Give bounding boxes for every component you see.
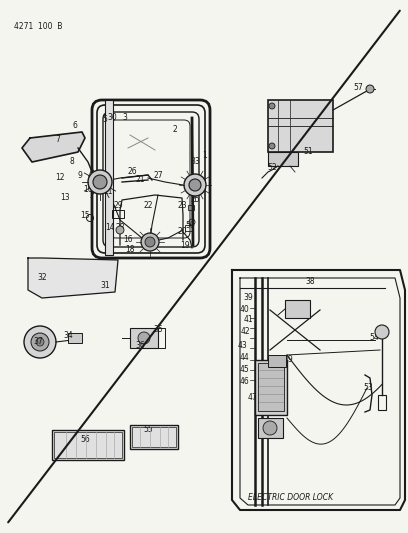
Bar [258, 418, 283, 438]
Text: 27: 27 [153, 171, 163, 180]
Circle shape [141, 233, 159, 251]
Bar [54, 432, 122, 458]
Bar [68, 333, 82, 343]
Text: 47: 47 [247, 393, 257, 402]
Text: 4: 4 [88, 171, 93, 180]
Polygon shape [22, 132, 85, 162]
Circle shape [36, 338, 44, 346]
Text: ELECTRIC DOOR LOCK: ELECTRIC DOOR LOCK [248, 494, 333, 503]
Text: 16: 16 [123, 236, 133, 245]
Text: 11: 11 [103, 188, 113, 197]
Text: 1: 1 [203, 150, 207, 159]
Bar [130, 328, 158, 348]
Text: 2: 2 [173, 125, 177, 134]
Bar [255, 360, 287, 415]
Text: 32: 32 [37, 273, 47, 282]
Text: 29: 29 [113, 200, 123, 209]
Text: 8: 8 [70, 157, 74, 166]
Text: 50: 50 [185, 221, 195, 230]
Text: 19: 19 [180, 240, 190, 249]
Circle shape [263, 421, 277, 435]
Text: 5: 5 [102, 116, 107, 125]
Text: 22: 22 [143, 200, 153, 209]
Text: 24: 24 [195, 185, 205, 195]
Text: 45: 45 [240, 366, 250, 375]
Circle shape [184, 174, 206, 196]
Text: 55: 55 [143, 425, 153, 434]
Bar [188, 205, 194, 210]
Text: 46: 46 [240, 377, 250, 386]
Text: 6: 6 [73, 120, 78, 130]
Bar [268, 355, 286, 367]
Circle shape [375, 325, 389, 339]
Bar [132, 427, 176, 447]
Text: 14: 14 [105, 223, 115, 232]
Text: 43: 43 [237, 341, 247, 350]
Text: 4271  100  B: 4271 100 B [14, 22, 62, 31]
Text: 54: 54 [369, 334, 379, 343]
Polygon shape [28, 258, 118, 298]
Circle shape [24, 326, 56, 358]
Text: 18: 18 [125, 246, 135, 254]
Text: 34: 34 [63, 330, 73, 340]
Text: 12: 12 [55, 174, 65, 182]
Bar [378, 395, 386, 410]
Text: 13: 13 [60, 193, 70, 203]
Text: 51: 51 [303, 148, 313, 157]
Text: 20: 20 [177, 228, 187, 237]
Text: 37: 37 [33, 337, 43, 346]
Text: 26: 26 [127, 167, 137, 176]
Text: 30: 30 [107, 114, 117, 123]
Bar [130, 425, 178, 449]
Text: 36: 36 [135, 341, 145, 350]
Bar [112, 210, 124, 218]
Text: 52: 52 [267, 164, 277, 173]
Circle shape [31, 333, 49, 351]
Bar [52, 430, 124, 460]
Text: 23: 23 [177, 200, 187, 209]
Text: 17: 17 [143, 244, 153, 253]
Text: 28: 28 [115, 223, 125, 232]
Text: 40: 40 [240, 305, 250, 314]
Text: 42: 42 [240, 327, 250, 336]
Text: 56: 56 [80, 435, 90, 445]
Text: 10: 10 [83, 185, 93, 195]
Text: 21: 21 [135, 175, 145, 184]
Text: 3: 3 [122, 114, 127, 123]
Circle shape [93, 175, 107, 189]
Text: 15: 15 [80, 211, 90, 220]
Text: 44: 44 [240, 353, 250, 362]
Circle shape [116, 226, 124, 234]
Bar [268, 152, 298, 166]
Circle shape [189, 179, 201, 191]
Bar [258, 363, 284, 411]
Circle shape [269, 143, 275, 149]
Text: 9: 9 [78, 171, 82, 180]
Circle shape [145, 237, 155, 247]
Bar [285, 300, 310, 318]
Text: 38: 38 [305, 278, 315, 287]
Text: 57: 57 [353, 84, 363, 93]
Bar [105, 100, 113, 255]
Text: 41: 41 [243, 316, 253, 325]
Bar [268, 100, 333, 152]
Text: 33: 33 [190, 157, 200, 166]
Text: 53: 53 [363, 384, 373, 392]
Circle shape [138, 332, 150, 344]
Text: 25: 25 [190, 196, 200, 205]
Text: 7: 7 [55, 135, 60, 144]
Circle shape [366, 85, 374, 93]
Text: 48: 48 [293, 303, 303, 312]
Circle shape [88, 170, 112, 194]
Bar [185, 225, 193, 231]
Text: 31: 31 [100, 280, 110, 289]
Text: 49: 49 [283, 356, 293, 365]
Text: 39: 39 [243, 294, 253, 303]
Circle shape [269, 103, 275, 109]
Text: 35: 35 [153, 326, 163, 335]
